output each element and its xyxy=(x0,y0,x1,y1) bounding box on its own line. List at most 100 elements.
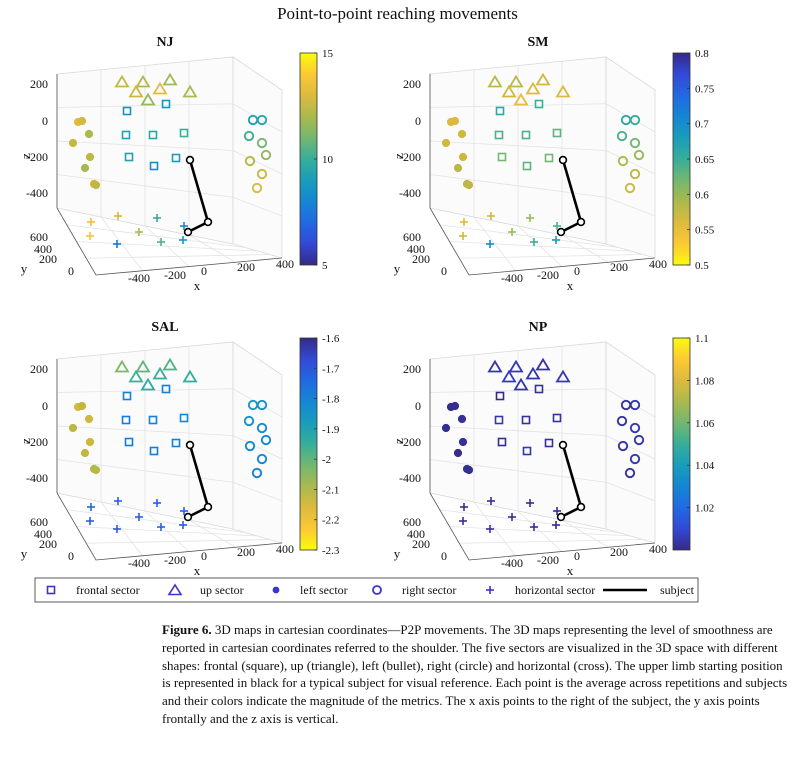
up-marker xyxy=(162,72,178,86)
up-marker xyxy=(555,84,571,98)
left-marker xyxy=(84,414,94,424)
gridline-z xyxy=(605,481,656,502)
colorbar-tick-label: 0.6 xyxy=(695,189,709,201)
grid-box xyxy=(429,56,656,271)
colorbar-tick-label: 0.55 xyxy=(695,225,715,237)
x-tick-label: -400 xyxy=(501,556,523,570)
frontal-marker xyxy=(121,130,131,140)
horizontal-marker xyxy=(552,521,560,529)
gridline-z xyxy=(429,459,607,483)
frontal-marker xyxy=(122,106,132,116)
floor-grid xyxy=(144,510,190,552)
up-marker xyxy=(128,369,144,383)
up-marker xyxy=(487,74,503,88)
z-axis-label: z xyxy=(18,153,33,159)
colorbar-tick-label: 1.08 xyxy=(695,375,715,387)
frontal-marker xyxy=(552,413,562,423)
frontal-marker xyxy=(124,437,134,447)
subject-joint xyxy=(183,227,193,237)
horizontal-marker xyxy=(552,236,560,244)
frontal-marker xyxy=(552,128,562,138)
x-tick-label: 400 xyxy=(276,257,294,271)
z-tick-label: -200 xyxy=(26,435,48,449)
frontal-marker xyxy=(534,384,544,394)
horizontal-marker xyxy=(87,218,95,226)
up-marker xyxy=(513,92,529,106)
left-marker xyxy=(84,129,94,139)
colorbar-tick-label: -1.6 xyxy=(322,333,340,345)
floor-grid xyxy=(459,539,643,544)
up-marker xyxy=(140,377,156,391)
right-marker xyxy=(629,137,641,149)
y-axis-label: y xyxy=(394,546,401,561)
y-tick-label: 400 xyxy=(407,242,425,256)
legend-label: left sector xyxy=(300,583,348,597)
frontal-marker xyxy=(161,99,171,109)
up-marker xyxy=(114,74,130,88)
horizontal-marker xyxy=(459,232,467,240)
gridline-z xyxy=(232,435,283,460)
axis-floor-edge xyxy=(56,207,283,276)
grid-box xyxy=(429,341,656,556)
gridline-z xyxy=(232,196,283,217)
horizontal-marker xyxy=(86,232,94,240)
horizontal-marker xyxy=(460,503,468,511)
up-marker xyxy=(114,359,130,373)
up-marker xyxy=(535,72,551,86)
y-tick-label: 400 xyxy=(34,527,52,541)
up-marker xyxy=(508,359,524,373)
gridline-z xyxy=(605,150,656,175)
up-marker xyxy=(128,84,144,98)
right-marker xyxy=(617,440,629,452)
y-axis-label: y xyxy=(21,546,28,561)
horizontal-marker xyxy=(526,214,534,222)
x-tick-label: 0 xyxy=(574,549,580,563)
horizontal-marker xyxy=(486,525,494,533)
horizontal-marker xyxy=(135,513,143,521)
left-marker xyxy=(85,437,95,447)
left-marker xyxy=(91,465,101,475)
right-marker xyxy=(629,399,641,411)
horizontal-marker xyxy=(530,523,538,531)
x-tick-label: 200 xyxy=(237,260,255,274)
y-tick-label: 0 xyxy=(68,549,74,563)
frontal-marker xyxy=(495,106,505,116)
z-tick-label: 0 xyxy=(42,114,48,128)
horizontal-marker xyxy=(135,228,143,236)
horizontal-marker xyxy=(180,507,188,515)
legend-label: right sector xyxy=(402,583,456,597)
right-marker xyxy=(256,137,268,149)
colorbar-tick-label: -1.7 xyxy=(322,363,340,375)
frontal-marker xyxy=(148,415,158,425)
right-marker xyxy=(624,182,636,194)
gridline-z xyxy=(56,459,234,483)
colorbar-tick-label: -2.3 xyxy=(322,545,340,557)
z-tick-label: -400 xyxy=(399,186,421,200)
horizontal-marker xyxy=(113,240,121,248)
y-tick-label: 0 xyxy=(441,549,447,563)
horizontal-marker xyxy=(86,517,94,525)
subject-joint xyxy=(203,502,213,512)
floor-grid xyxy=(86,254,270,259)
subject-joint xyxy=(576,217,586,227)
colorbar-tick-label: -2.1 xyxy=(322,484,339,496)
right-marker xyxy=(260,434,272,446)
colorbar xyxy=(672,337,691,551)
right-marker xyxy=(256,168,268,180)
left-marker xyxy=(91,180,101,190)
left-marker xyxy=(458,437,468,447)
subject-joint xyxy=(558,440,568,450)
right-marker xyxy=(256,422,268,434)
panel-title: SAL xyxy=(151,320,178,335)
up-marker xyxy=(152,366,168,380)
legend-cross-icon xyxy=(486,586,494,594)
right-marker xyxy=(256,453,268,465)
x-tick-label: -400 xyxy=(128,271,150,285)
x-tick-label: 400 xyxy=(649,542,667,556)
y-tick-label: 0 xyxy=(441,264,447,278)
up-marker xyxy=(501,84,517,98)
